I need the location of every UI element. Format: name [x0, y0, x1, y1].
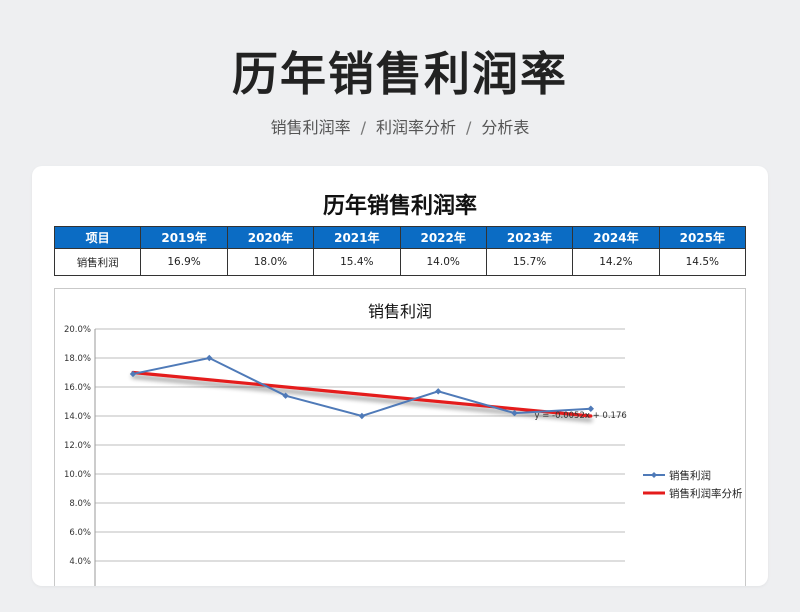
data-point	[511, 409, 518, 417]
table-cell: 14.5%	[658, 248, 747, 276]
trend-equation: y = -0.0052x + 0.176	[535, 411, 627, 421]
table-header-cell: 2019年	[140, 226, 228, 249]
table-header-cell: 2024年	[572, 226, 660, 249]
data-point	[435, 388, 442, 395]
chart-title: 销售利润	[368, 302, 432, 321]
table-cell: 15.7%	[485, 248, 574, 276]
page-title: 历年销售利润率	[232, 47, 568, 101]
breadcrumb-item[interactable]: 利润率分析	[375, 118, 456, 137]
y-tick-label: 16.0%	[64, 383, 91, 393]
table-header-cell: 2022年	[399, 226, 487, 249]
data-point	[206, 354, 213, 362]
table-row-label: 销售利润	[53, 248, 142, 276]
table-row: 销售利润 16.9% 18.0% 15.4% 14.0% 15.7% 14.2%…	[53, 248, 747, 276]
legend-label: 销售利润率分析	[669, 487, 743, 500]
y-tick-label: 8.0%	[69, 499, 91, 509]
trendline	[131, 370, 593, 418]
data-point	[282, 392, 289, 399]
breadcrumb: 销售利润率 / 利润率分析 / 分析表	[0, 114, 800, 138]
preview-card: 历年销售利润率 项目 2019年 2020年 2021年 2022年 2023年…	[32, 166, 768, 586]
legend-label: 销售利润	[669, 469, 711, 482]
table-header-cell: 项目	[53, 226, 142, 249]
table-header-cell: 2021年	[313, 226, 401, 249]
breadcrumb-separator: /	[360, 118, 366, 137]
sheet-title: 历年销售利润率	[322, 194, 477, 219]
data-point	[587, 405, 594, 412]
table-cell: 16.9%	[140, 248, 228, 276]
breadcrumb-separator: /	[466, 118, 472, 137]
table-cell: 18.0%	[226, 248, 315, 276]
y-tick-label: 4.0%	[69, 557, 91, 567]
line-chart: 销售利润 20.0% 18.0% 16.0% 14.0% 12.0% 10.0% 8.0% 6…	[64, 302, 743, 586]
table-cell: 14.0%	[399, 248, 487, 276]
legend-marker	[651, 472, 657, 478]
data-point	[358, 412, 366, 420]
y-tick-label: 12.0%	[64, 441, 91, 451]
y-tick-label: 20.0%	[64, 325, 91, 335]
y-tick-label: 14.0%	[64, 412, 91, 422]
table-header-cell: 2023年	[485, 226, 574, 249]
table-header-row: 项目 2019年 2020年 2021年 2022年 2023年 2024年 2…	[53, 226, 747, 249]
table-cell: 15.4%	[313, 248, 401, 276]
breadcrumb-item[interactable]: 分析表	[481, 118, 530, 137]
y-tick-label: 18.0%	[64, 354, 91, 364]
y-tick-label: 6.0%	[69, 528, 91, 538]
table-cell: 14.2%	[572, 248, 660, 276]
table-header-cell: 2025年	[658, 226, 747, 249]
y-tick-label: 10.0%	[64, 470, 91, 480]
data-point	[129, 370, 137, 378]
table-header-cell: 2020年	[226, 226, 315, 249]
chart-container: 销售利润 20.0% 18.0% 16.0% 14.0% 12.0% 10.0% 8.0% 6…	[54, 288, 746, 586]
breadcrumb-item[interactable]: 销售利润率	[270, 118, 351, 137]
data-table: 项目 2019年 2020年 2021年 2022年 2023年 2024年 2…	[53, 226, 747, 276]
